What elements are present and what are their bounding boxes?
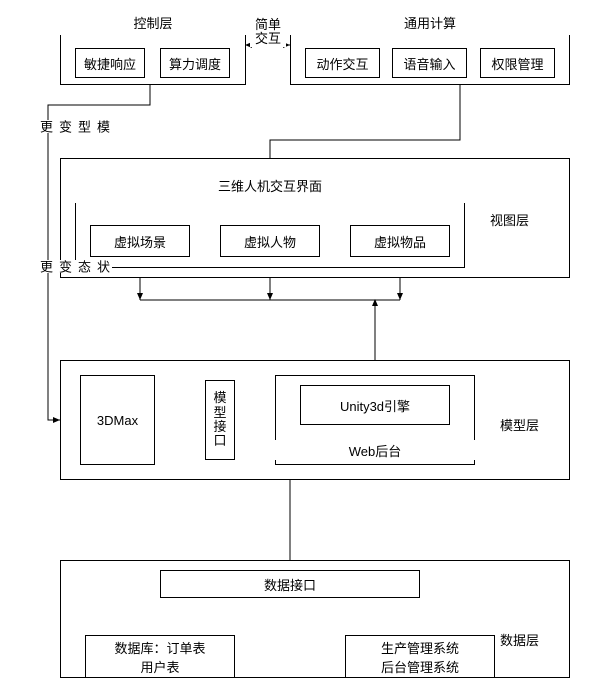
- node-prod_sys: 生产管理系统后台管理系统: [345, 635, 495, 678]
- node-general_title: 通用计算: [290, 10, 570, 35]
- label-model-change: 模型变更: [36, 120, 112, 133]
- node-model_interface: 模型接口: [205, 380, 235, 460]
- node-virtual_item: 虚拟物品: [350, 225, 450, 257]
- node-voice_input: 语音输入: [392, 48, 467, 78]
- label-view-layer: 视图层: [490, 210, 529, 229]
- node-virtual_scene: 虚拟场景: [90, 225, 190, 257]
- node-box_3dmax: 3DMax: [80, 375, 155, 465]
- node-control_title: 控制层: [60, 10, 246, 35]
- node-virtual_person: 虚拟人物: [220, 225, 320, 257]
- node-web_label: Web后台: [275, 440, 475, 460]
- node-action_inter: 动作交互: [305, 48, 380, 78]
- node-unity3d: Unity3d引擎: [300, 385, 450, 425]
- node-perm_mgmt: 权限管理: [480, 48, 555, 78]
- label-data-layer: 数据层: [500, 630, 539, 649]
- node-compute_schedule: 算力调度: [160, 48, 230, 78]
- label-model-layer: 模型层: [500, 415, 539, 434]
- node-data_interface: 数据接口: [160, 570, 420, 598]
- node-database: 数据库：订单表用户表: [85, 635, 235, 678]
- node-agile_response: 敏捷响应: [75, 48, 145, 78]
- label-simple-interaction: 简单交互: [250, 18, 286, 47]
- node-view_title: 三维人机交互界面: [75, 168, 465, 203]
- edge-1: [270, 85, 460, 168]
- label-status-change: 状态变更: [36, 260, 112, 273]
